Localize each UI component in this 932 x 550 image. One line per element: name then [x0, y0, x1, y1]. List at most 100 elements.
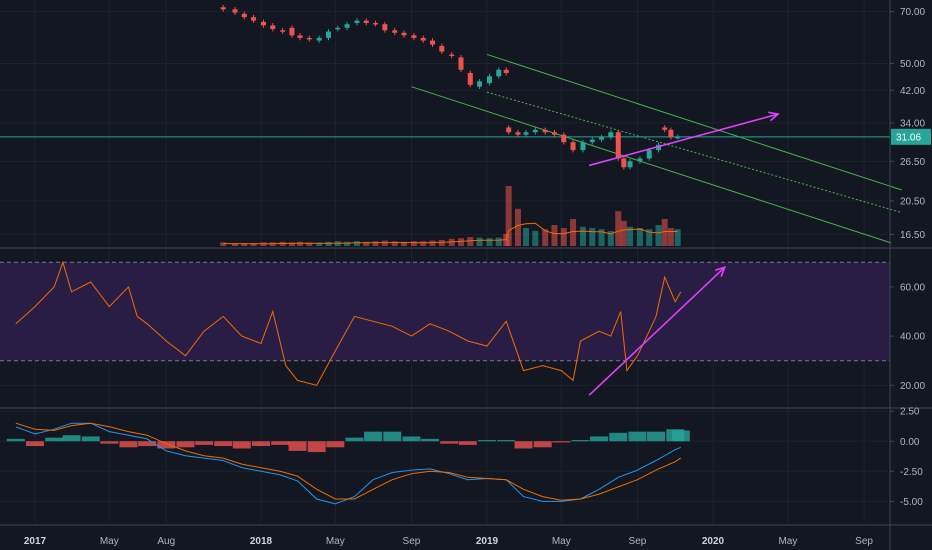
- candle: [354, 20, 360, 23]
- candle: [232, 9, 238, 13]
- macd-histogram-bar: [252, 441, 270, 447]
- volume-bar: [486, 238, 493, 246]
- time-axis[interactable]: 2017 May Aug 2018 May Sep 2019 May Sep 2020 May Sep: [24, 536, 874, 547]
- volume-bar: [241, 243, 248, 246]
- candle: [506, 127, 512, 133]
- candle: [662, 127, 668, 130]
- volume-bar: [438, 240, 445, 246]
- macd-histogram-bar: [628, 431, 647, 442]
- y-tick-label: 60.00: [900, 282, 925, 293]
- macd-histogram-bar: [514, 441, 533, 449]
- y-tick-label: 20.00: [900, 381, 925, 392]
- volume-bar: [560, 228, 567, 246]
- macd-histogram-bar: [497, 440, 516, 442]
- candle: [220, 7, 226, 10]
- candle: [515, 132, 521, 135]
- macd-histogram-bar: [307, 441, 326, 453]
- macd-histogram-bar: [62, 435, 81, 442]
- y-tick-label: 42.00: [900, 86, 925, 97]
- candle: [646, 150, 652, 159]
- y-tick-label: 2.50: [900, 407, 920, 418]
- candle: [251, 17, 257, 21]
- x-tick-label: May: [100, 536, 119, 547]
- volume-bar: [306, 242, 313, 246]
- candle: [373, 22, 379, 25]
- candle: [420, 37, 426, 41]
- volume-bar: [607, 231, 614, 246]
- x-tick-label: May: [778, 536, 797, 547]
- volume-bars: [220, 186, 681, 246]
- volume-bar: [655, 225, 662, 246]
- volume-bar: [620, 220, 627, 246]
- volume-bar: [381, 240, 388, 246]
- volume-bar: [457, 238, 464, 246]
- candle: [306, 37, 312, 40]
- y-tick-label: -2.50: [900, 467, 923, 478]
- y-tick-label: 34.00: [900, 118, 925, 129]
- rsi-band: [0, 262, 890, 361]
- candle: [316, 37, 322, 41]
- volume-bar: [250, 243, 257, 246]
- y-tick-label: 26.50: [900, 157, 925, 168]
- volume-bar: [661, 219, 668, 246]
- volume-bar: [420, 241, 427, 246]
- candle: [467, 72, 473, 85]
- volume-bar: [297, 241, 304, 246]
- price-axis[interactable]: 70.00 50.00 42.00 34.00 26.50 20.50 16.50 60.00…: [890, 7, 925, 508]
- volume-bar: [615, 211, 622, 246]
- macd-histogram-bar: [119, 441, 138, 448]
- volume-bar: [467, 237, 474, 246]
- candle: [449, 54, 455, 56]
- macd-histogram-bar: [100, 441, 119, 444]
- volume-bar: [551, 225, 558, 246]
- candle: [344, 24, 350, 28]
- volume-bar: [288, 242, 295, 246]
- y-tick-label: -5.00: [900, 497, 923, 508]
- y-tick-label: 16.50: [900, 230, 925, 241]
- macd-histogram-bar: [478, 440, 496, 442]
- macd-histogram-bar: [81, 436, 100, 442]
- candle: [411, 35, 417, 38]
- channel-upper-line: [486, 53, 903, 191]
- x-tick-label: Aug: [157, 536, 175, 547]
- volume-bar: [429, 240, 436, 246]
- candle: [401, 32, 407, 36]
- price-arrow-shaft: [588, 113, 779, 167]
- macd-line: [15, 422, 681, 505]
- macd-histogram-bar: [440, 441, 459, 444]
- macd-histogram-bar: [383, 431, 402, 442]
- candle: [542, 129, 548, 133]
- macd-histogram-bar: [590, 436, 609, 442]
- macd-panel[interactable]: [6, 422, 690, 505]
- candle: [325, 31, 331, 38]
- y-tick-label: 50.00: [900, 59, 925, 70]
- volume-bar: [353, 241, 360, 246]
- candle: [570, 142, 576, 151]
- macd-histogram-bar: [45, 437, 64, 442]
- macd-histogram-bar: [138, 441, 157, 447]
- macd-histogram-bar: [609, 432, 628, 442]
- macd-histogram-bar: [571, 440, 590, 442]
- macd-histogram-bar: [345, 437, 364, 442]
- volume-bar: [325, 241, 332, 246]
- y-tick-label: 20.50: [900, 196, 925, 207]
- x-tick-label: Sep: [629, 536, 647, 547]
- y-tick-label: 0.00: [900, 437, 920, 448]
- volume-bar: [401, 241, 408, 246]
- macd-histogram-bar: [671, 430, 690, 442]
- x-tick-label: May: [326, 536, 345, 547]
- x-tick-label: 2017: [24, 536, 47, 547]
- candle: [260, 21, 266, 26]
- macd-histogram-bar: [421, 438, 440, 442]
- volume-bar: [391, 241, 398, 246]
- candlesticks: [220, 4, 681, 170]
- macd-histogram-bar: [176, 441, 195, 448]
- candle: [486, 76, 492, 84]
- volume-bar: [579, 226, 586, 246]
- rsi-panel[interactable]: [0, 260, 890, 396]
- macd-histogram-bar: [326, 441, 345, 448]
- price-panel[interactable]: [0, 4, 903, 246]
- macd-histogram-bar: [552, 441, 571, 443]
- candle: [668, 129, 674, 138]
